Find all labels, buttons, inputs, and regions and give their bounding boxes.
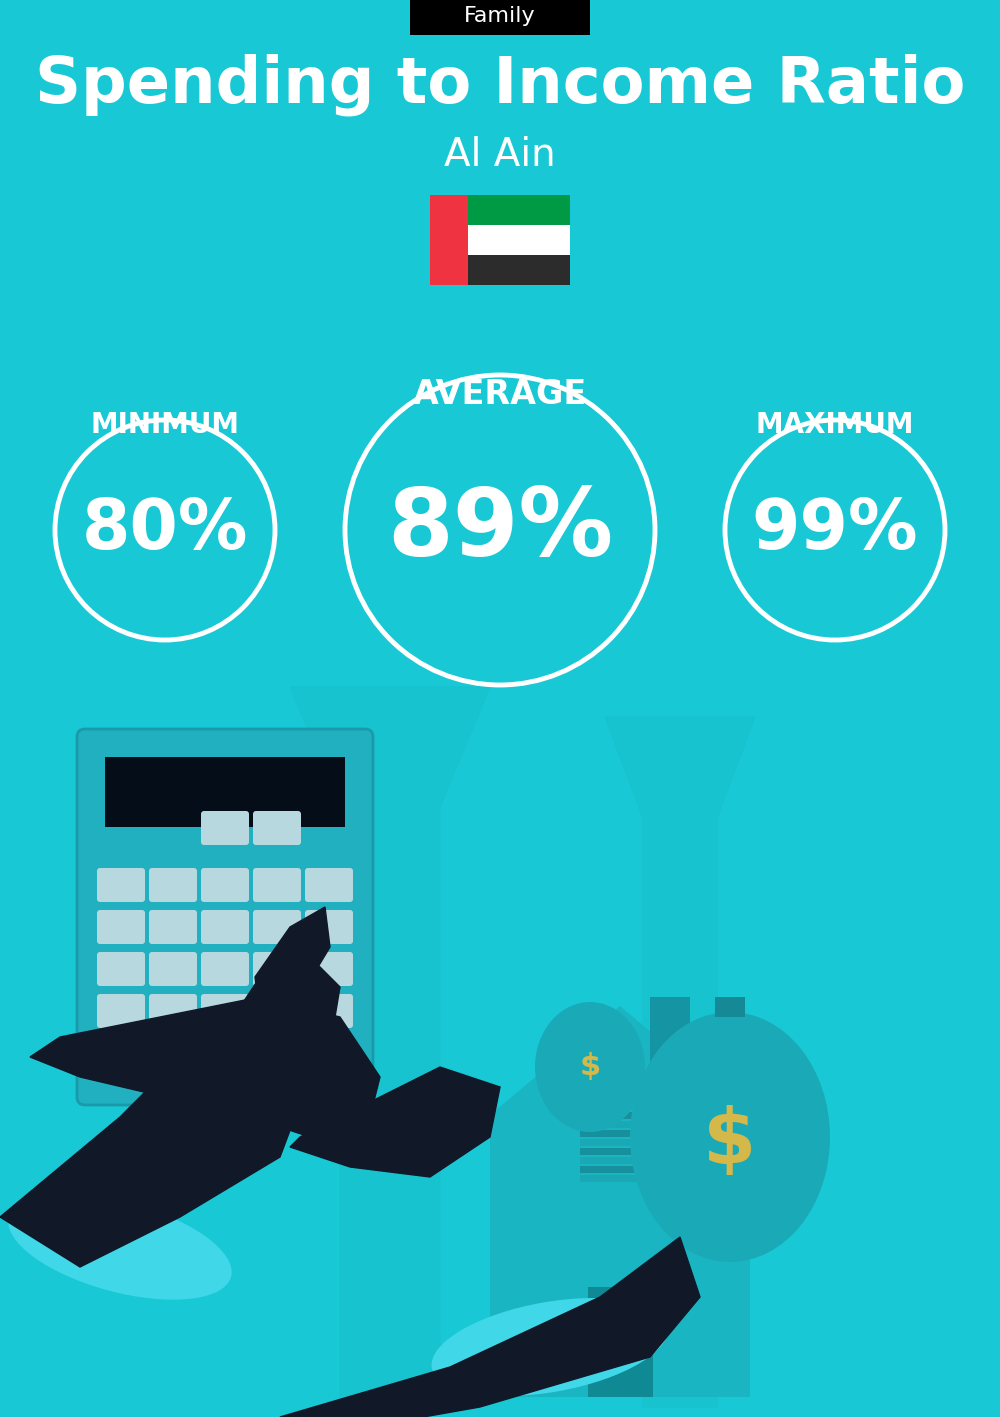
FancyBboxPatch shape bbox=[201, 993, 249, 1027]
FancyBboxPatch shape bbox=[201, 811, 249, 845]
FancyBboxPatch shape bbox=[305, 952, 353, 986]
Ellipse shape bbox=[8, 1195, 232, 1299]
FancyBboxPatch shape bbox=[149, 952, 197, 986]
Bar bbox=[580, 1139, 710, 1146]
Bar bbox=[580, 1175, 710, 1182]
FancyBboxPatch shape bbox=[201, 1036, 249, 1070]
Bar bbox=[580, 1129, 710, 1136]
FancyBboxPatch shape bbox=[253, 869, 301, 903]
Bar bbox=[468, 225, 570, 255]
Text: AVERAGE: AVERAGE bbox=[413, 378, 587, 411]
FancyBboxPatch shape bbox=[305, 869, 353, 903]
FancyBboxPatch shape bbox=[97, 993, 145, 1027]
FancyBboxPatch shape bbox=[253, 1036, 301, 1070]
Text: 99%: 99% bbox=[752, 496, 918, 564]
FancyBboxPatch shape bbox=[201, 869, 249, 903]
Bar bbox=[468, 255, 570, 285]
Polygon shape bbox=[255, 907, 330, 1017]
FancyBboxPatch shape bbox=[253, 993, 301, 1027]
Polygon shape bbox=[30, 998, 380, 1146]
Bar bbox=[468, 196, 570, 225]
Bar bbox=[715, 998, 745, 1017]
Bar bbox=[430, 196, 468, 285]
FancyBboxPatch shape bbox=[149, 869, 197, 903]
Polygon shape bbox=[290, 687, 490, 1407]
Bar bbox=[580, 1112, 710, 1119]
Ellipse shape bbox=[630, 1012, 830, 1263]
FancyBboxPatch shape bbox=[201, 952, 249, 986]
Text: 80%: 80% bbox=[82, 496, 248, 564]
FancyBboxPatch shape bbox=[77, 728, 373, 1105]
FancyBboxPatch shape bbox=[149, 993, 197, 1027]
Bar bbox=[650, 998, 690, 1077]
FancyBboxPatch shape bbox=[305, 910, 353, 944]
FancyBboxPatch shape bbox=[97, 869, 145, 903]
Polygon shape bbox=[280, 1237, 700, 1417]
Text: MAXIMUM: MAXIMUM bbox=[756, 411, 914, 439]
Bar bbox=[410, 0, 590, 35]
Wedge shape bbox=[452, 232, 466, 259]
Text: Spending to Income Ratio: Spending to Income Ratio bbox=[35, 54, 965, 116]
Polygon shape bbox=[290, 1067, 500, 1178]
Bar bbox=[580, 1158, 710, 1163]
Bar bbox=[588, 1287, 652, 1397]
Polygon shape bbox=[0, 998, 310, 1267]
Polygon shape bbox=[220, 956, 340, 1107]
Text: Family: Family bbox=[464, 6, 536, 26]
FancyBboxPatch shape bbox=[305, 993, 353, 1027]
Bar bbox=[490, 1136, 750, 1397]
FancyBboxPatch shape bbox=[201, 910, 249, 944]
Text: MINIMUM: MINIMUM bbox=[90, 411, 240, 439]
FancyBboxPatch shape bbox=[305, 1036, 353, 1070]
FancyBboxPatch shape bbox=[97, 952, 145, 986]
Ellipse shape bbox=[535, 1002, 645, 1132]
Text: $: $ bbox=[703, 1105, 757, 1179]
FancyBboxPatch shape bbox=[97, 1036, 145, 1070]
Bar bbox=[580, 1148, 710, 1155]
FancyBboxPatch shape bbox=[253, 952, 301, 986]
Text: $: $ bbox=[579, 1053, 601, 1081]
FancyBboxPatch shape bbox=[149, 1036, 197, 1070]
FancyBboxPatch shape bbox=[253, 811, 301, 845]
Polygon shape bbox=[605, 717, 755, 1407]
FancyBboxPatch shape bbox=[253, 910, 301, 944]
Bar bbox=[580, 1121, 710, 1128]
Ellipse shape bbox=[432, 1298, 668, 1396]
Polygon shape bbox=[465, 1007, 775, 1136]
Bar bbox=[105, 757, 345, 828]
FancyBboxPatch shape bbox=[149, 910, 197, 944]
Bar bbox=[580, 1166, 710, 1173]
FancyBboxPatch shape bbox=[97, 910, 145, 944]
Text: Al Ain: Al Ain bbox=[444, 136, 556, 174]
Text: 89%: 89% bbox=[387, 485, 613, 575]
